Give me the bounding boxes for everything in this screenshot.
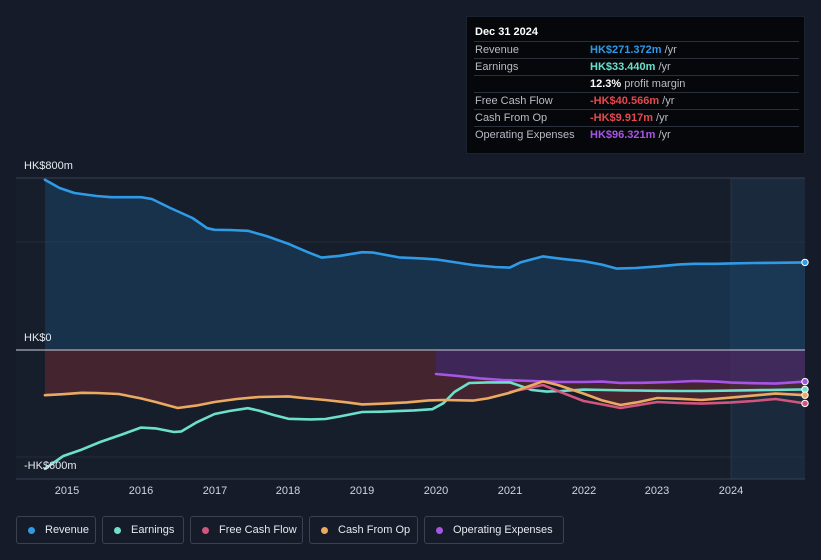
legend-label: Earnings — [131, 524, 175, 536]
tooltip-value: -HK$40.566m /yr — [590, 95, 675, 107]
tooltip-row-cfo: Cash From Op -HK$9.917m /yr — [474, 109, 799, 127]
tooltip-row-earnings: Earnings HK$33.440m /yr — [474, 58, 799, 76]
legend-dot — [114, 527, 121, 534]
legend-item-revenue[interactable]: Revenue — [16, 516, 96, 544]
area-opex — [436, 350, 805, 384]
legend-dot — [28, 527, 35, 534]
tooltip-date: Dec 31 2024 — [475, 26, 538, 38]
area-revenue — [44, 179, 805, 350]
legend-label: Operating Expenses — [453, 524, 553, 536]
legend-label: Cash From Op — [338, 524, 411, 536]
legend-item-free-cash-flow[interactable]: Free Cash Flow — [190, 516, 303, 544]
legend-dot — [321, 527, 328, 534]
series-line-revenue — [43, 178, 807, 270]
data-tooltip: Dec 31 2024 Revenue HK$271.372m /yr Earn… — [466, 16, 805, 154]
series-line-cfo — [43, 380, 807, 410]
y-label-zero: HK$0 — [24, 332, 52, 344]
x-tick-2019: 2019 — [349, 485, 375, 497]
x-tick-2020: 2020 — [423, 485, 449, 497]
y-label-top: HK$800m — [24, 160, 73, 172]
series-endpoint-revenue — [801, 258, 809, 267]
tooltip-value: HK$96.321m /yr — [590, 129, 671, 141]
tooltip-value: -HK$9.917m /yr — [590, 112, 669, 124]
tooltip-row-revenue: Revenue HK$271.372m /yr — [474, 41, 799, 59]
legend-dot — [436, 527, 443, 534]
x-tick-2018: 2018 — [275, 485, 301, 497]
series-line-earnings — [43, 381, 807, 471]
series-endpoint-cfo — [801, 391, 809, 399]
x-tick-2024: 2024 — [718, 485, 744, 497]
legend-dot — [202, 527, 209, 534]
legend-item-cash-from-op[interactable]: Cash From Op — [309, 516, 418, 544]
legend-label: Revenue — [45, 524, 90, 536]
x-tick-2017: 2017 — [202, 485, 228, 497]
tooltip-row-margin: 12.3% profit margin — [474, 75, 799, 93]
tooltip-label: Cash From Op — [475, 112, 548, 124]
legend-item-earnings[interactable]: Earnings — [102, 516, 184, 544]
x-tick-2015: 2015 — [54, 485, 80, 497]
series-endpoint-fcf — [801, 399, 809, 408]
tooltip-value: HK$271.372m /yr — [590, 44, 677, 56]
series-line-opex — [434, 372, 807, 385]
tooltip-label: Revenue — [475, 44, 520, 56]
x-tick-2023: 2023 — [644, 485, 670, 497]
legend-label: Free Cash Flow — [219, 524, 297, 536]
tooltip-label: Operating Expenses — [475, 129, 575, 141]
legend-item-operating-expenses[interactable]: Operating Expenses — [424, 516, 564, 544]
tooltip-row-fcf: Free Cash Flow -HK$40.566m /yr — [474, 92, 799, 110]
x-tick-2022: 2022 — [571, 485, 597, 497]
series-line-fcf — [508, 383, 807, 410]
series-endpoint-opex — [801, 377, 809, 386]
x-tick-2016: 2016 — [128, 485, 154, 497]
tooltip-label: Earnings — [475, 61, 519, 73]
y-label-bottom: -HK$600m — [24, 460, 77, 472]
tooltip-value: HK$33.440m /yr — [590, 61, 671, 73]
x-tick-2021: 2021 — [497, 485, 523, 497]
tooltip-label: Free Cash Flow — [475, 95, 553, 107]
tooltip-value: 12.3% profit margin — [590, 78, 686, 90]
tooltip-row-opex: Operating Expenses HK$96.321m /yr — [474, 126, 799, 144]
